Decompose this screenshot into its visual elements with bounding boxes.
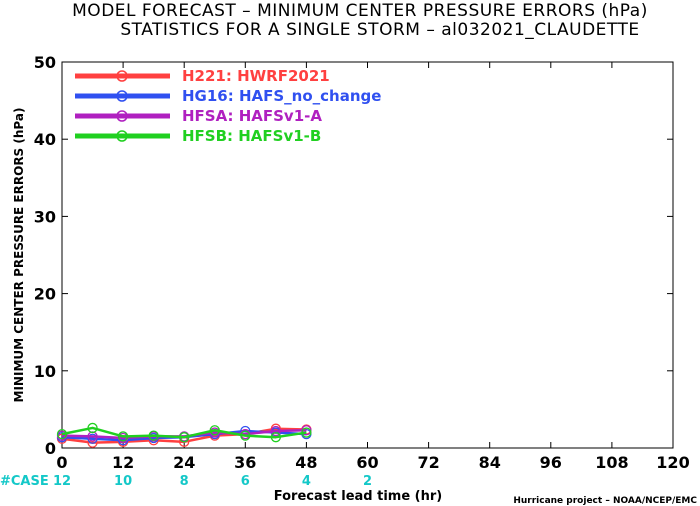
legend-label: HFSB: HAFSv1-B xyxy=(182,127,321,145)
series-path xyxy=(61,426,307,439)
y-tick-label: 50 xyxy=(34,53,56,72)
data-point xyxy=(117,431,129,442)
x-tick-label: 84 xyxy=(479,453,501,472)
x-tick-label: 108 xyxy=(595,453,628,472)
data-point xyxy=(56,428,68,440)
legend-marker xyxy=(116,90,128,102)
legend-label: HG16: HAFS_no_change xyxy=(182,87,381,105)
chart-title: MODEL FORECAST – MINIMUM CENTER PRESSURE… xyxy=(72,1,648,21)
case-count: 2 xyxy=(363,474,372,489)
x-tick-label: 48 xyxy=(295,453,317,472)
legend-marker xyxy=(116,70,128,82)
x-tick-label: 12 xyxy=(112,453,134,472)
x-tick-label: 72 xyxy=(417,453,439,472)
x-tick-label: 0 xyxy=(56,453,67,472)
legend-item: H221: HWRF2021 xyxy=(75,67,330,85)
case-label: #CASE xyxy=(0,474,49,489)
legend-item: HFSB: HAFSv1-B xyxy=(75,127,321,145)
data-point xyxy=(240,430,251,441)
x-tick-label: 60 xyxy=(356,453,378,472)
series-group xyxy=(56,422,312,448)
y-tick-label: 10 xyxy=(34,362,56,381)
x-tick-label: 24 xyxy=(173,453,195,472)
case-count: 6 xyxy=(241,474,250,489)
data-point xyxy=(209,425,220,436)
x-axis-label: Forecast lead time (hr) xyxy=(274,489,442,504)
plot-frame xyxy=(61,61,674,449)
data-point xyxy=(301,427,312,438)
credit-text: Hurricane project – NOAA/NCEP/EMC xyxy=(513,496,697,506)
data-point xyxy=(148,430,159,441)
x-tick-label: 96 xyxy=(540,453,562,472)
case-count: 12 xyxy=(53,474,71,489)
case-count: 10 xyxy=(114,474,132,489)
series-line xyxy=(56,422,312,443)
legend-label: H221: HWRF2021 xyxy=(182,67,330,85)
y-axis: 0 10 20 30 40 50 xyxy=(34,53,673,458)
data-point xyxy=(270,432,282,443)
x-tick-label: 120 xyxy=(656,453,689,472)
x-axis: 0 12 24 36 48 60 72 84 96 108 120 xyxy=(56,62,690,472)
case-count: 4 xyxy=(302,474,311,489)
case-count: 8 xyxy=(180,474,189,489)
legend: H221: HWRF2021 HG16: HAFS_no_change HFSA: … xyxy=(75,67,381,145)
legend-label: HFSA: HAFSv1-A xyxy=(182,107,322,125)
chart-subtitle: STATISTICS FOR A SINGLE STORM – al032021… xyxy=(120,20,639,40)
legend-item: HFSA: HAFSv1-A xyxy=(75,107,322,125)
legend-marker xyxy=(116,130,128,142)
case-counts: #CASE 12 10 8 6 4 2 xyxy=(0,474,372,489)
data-point xyxy=(87,422,98,434)
y-tick-label: 40 xyxy=(34,130,56,149)
y-tick-label: 30 xyxy=(34,207,56,226)
x-tick-label: 36 xyxy=(234,453,256,472)
data-point xyxy=(179,432,190,443)
y-tick-label: 0 xyxy=(45,439,56,458)
data-point xyxy=(270,425,282,437)
y-axis-label: MINIMUM CENTER PRESSURE ERRORS (hPa) xyxy=(12,108,26,403)
legend-item: HG16: HAFS_no_change xyxy=(75,87,381,105)
legend-marker xyxy=(116,110,128,122)
y-tick-label: 20 xyxy=(34,285,56,304)
